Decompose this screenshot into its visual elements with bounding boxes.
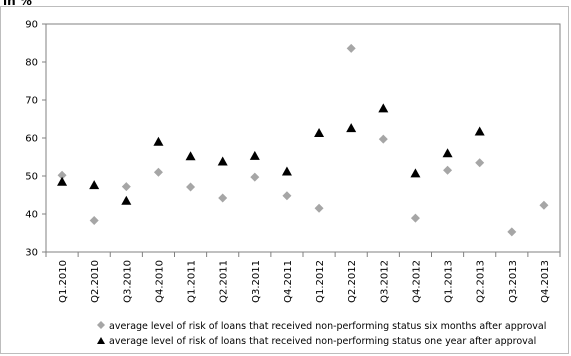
point-six-months: [218, 193, 228, 203]
x-tick-label: Q2.2012: [347, 260, 358, 303]
point-one-year: [153, 136, 164, 146]
x-tick-label: Q2.2011: [219, 260, 230, 303]
point-six-months: [153, 167, 163, 177]
point-six-months: [443, 165, 453, 175]
x-tick-label: Q1.2010: [58, 260, 69, 303]
legend-label-one-year: average level of risk of loans that rece…: [109, 336, 536, 347]
x-tick-label: Q1.2011: [187, 260, 198, 303]
point-one-year: [185, 151, 196, 161]
x-tick-label: Q3.2010: [122, 260, 133, 303]
point-one-year: [217, 156, 228, 166]
point-six-months: [57, 170, 67, 180]
point-one-year: [442, 148, 453, 158]
legend: average level of risk of loans that rece…: [97, 321, 546, 347]
legend-marker-six-months: [97, 321, 105, 329]
point-one-year: [281, 166, 292, 176]
point-one-year: [89, 180, 100, 190]
legend-marker-one-year: [97, 337, 105, 344]
y-tick-label: 80: [25, 58, 38, 69]
point-six-months: [282, 191, 292, 201]
x-tick-label: Q4.2013: [540, 260, 551, 303]
data-points: [57, 43, 549, 237]
x-tick-label: Q1.2013: [444, 260, 455, 303]
point-one-year: [378, 103, 389, 113]
axes: 30 40 50 60 70 80 90 Q1.2010 Q2.2010 Q3.2010 Q4.20…: [25, 20, 561, 303]
legend-label-six-months: average level of risk of loans that rece…: [109, 321, 546, 332]
x-tick-label: Q4.2011: [283, 260, 294, 303]
point-six-months: [121, 182, 131, 192]
y-tick-label: 70: [25, 96, 38, 107]
point-six-months: [410, 213, 420, 223]
point-six-months: [89, 215, 99, 225]
y-tick-label: 40: [25, 210, 38, 221]
plot-area: [45, 23, 561, 253]
point-six-months: [186, 182, 196, 192]
x-tick-label: Q3.2011: [251, 260, 262, 303]
x-tick-label: Q2.2010: [90, 260, 101, 303]
x-tick-label: Q4.2010: [154, 260, 165, 303]
y-tick-label: 90: [25, 20, 38, 31]
point-six-months: [475, 158, 485, 168]
y-tick-label: 30: [25, 248, 38, 259]
point-six-months: [539, 200, 549, 210]
point-six-months: [378, 134, 388, 144]
point-one-year: [346, 123, 357, 133]
y-tick-label: 60: [25, 134, 38, 145]
point-one-year: [57, 176, 68, 186]
y-axis-unit-label: in %: [3, 0, 32, 8]
x-tick-label: Q4.2012: [411, 260, 422, 303]
x-tick-label: Q3.2012: [379, 260, 390, 303]
point-one-year: [474, 126, 485, 136]
point-one-year: [121, 195, 132, 205]
point-six-months: [507, 227, 517, 237]
point-one-year: [410, 168, 421, 178]
point-one-year: [249, 150, 260, 160]
point-one-year: [314, 128, 325, 138]
x-tick-label: Q2.2013: [476, 260, 487, 303]
point-six-months: [346, 43, 356, 53]
point-six-months: [250, 172, 260, 182]
chart-frame: [0, 6, 569, 354]
x-tick-label: Q1.2012: [315, 260, 326, 303]
y-tick-label: 50: [25, 172, 38, 183]
x-tick-label: Q3.2013: [508, 260, 519, 303]
point-six-months: [314, 203, 324, 213]
